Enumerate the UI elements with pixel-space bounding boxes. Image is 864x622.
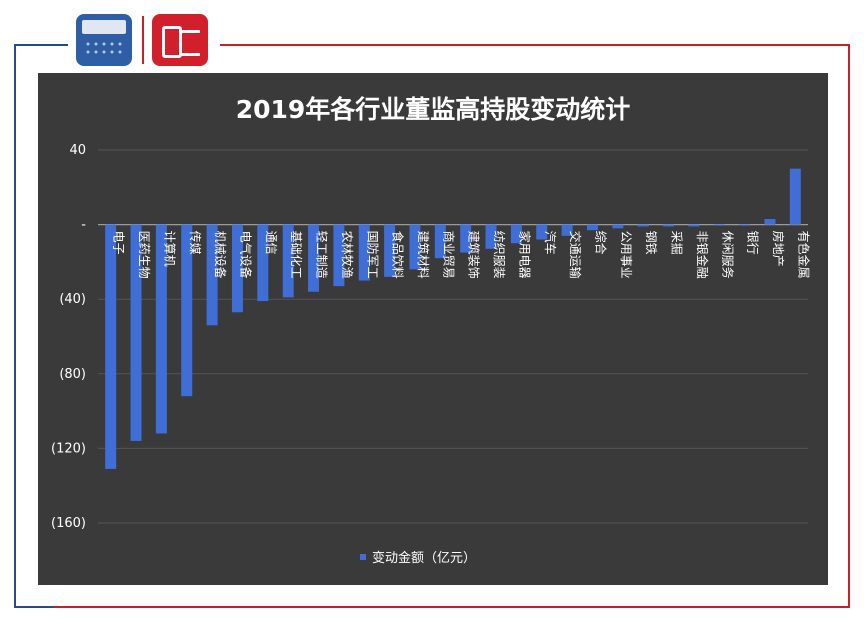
frame-bottom-right-line	[54, 606, 850, 608]
bar	[206, 224, 218, 326]
bar	[105, 224, 117, 469]
x-category-label: 医药生物	[137, 231, 151, 279]
bar	[561, 224, 573, 236]
x-category-label: 有色金属	[796, 231, 811, 279]
bar	[358, 224, 370, 281]
x-category-label: 采掘	[670, 231, 685, 255]
x-category-label: 公用事业	[619, 231, 633, 279]
frame-top-left-line	[14, 44, 68, 46]
x-category-label: 食品饮料	[391, 231, 406, 279]
x-category-label: 通信	[264, 231, 278, 255]
frame-left-line	[14, 44, 16, 608]
bar	[460, 224, 472, 253]
logo-separator	[142, 16, 144, 64]
bar	[384, 224, 396, 277]
bar	[536, 224, 548, 240]
bar	[612, 224, 624, 229]
x-category-label: 综合	[593, 231, 608, 255]
gridlines	[98, 149, 808, 524]
y-tick-label: 40	[69, 143, 86, 158]
x-category-label: 建筑材料	[416, 231, 431, 279]
legend-label: 变动金额（亿元）	[372, 550, 476, 566]
legend-swatch	[360, 554, 366, 560]
x-category-label: 房地产	[771, 231, 786, 267]
chart-background	[38, 73, 828, 585]
x-category-label: 纺织服装	[492, 231, 506, 279]
bar	[257, 224, 269, 302]
x-category-label: 交通运输	[568, 231, 583, 279]
y-tick-label: -	[81, 218, 86, 233]
bar	[181, 224, 193, 397]
frame-bottom-left-line	[14, 606, 54, 608]
legend: 变动金额（亿元）	[360, 550, 476, 566]
x-category-label: 商业贸易	[441, 231, 456, 279]
bars	[105, 168, 801, 469]
x-category-label: 电气设备	[238, 231, 253, 279]
x-category-label: 家用电器	[517, 231, 532, 279]
x-category-label: 休闲服务	[720, 231, 735, 279]
finance-app-logo	[152, 14, 208, 66]
bar	[155, 224, 167, 434]
logo-script-mark	[82, 20, 126, 34]
bar	[485, 224, 497, 249]
x-axis-categories: 电子 医药生物 计算机 传媒 机械设备 电气设备 通信 基础化工 轻工制造 农林牧渔 国防军工 食品饮…	[112, 231, 812, 279]
bar	[434, 224, 446, 259]
bar	[409, 224, 421, 270]
bar	[637, 224, 649, 227]
x-category-label: 电子	[112, 231, 126, 255]
x-category-label: 轻工制造	[315, 231, 329, 279]
y-tick-label: (40)	[59, 292, 86, 307]
bar	[739, 224, 751, 226]
bar	[510, 224, 522, 244]
bar	[282, 224, 294, 298]
bar	[231, 224, 243, 313]
x-category-label: 传媒	[188, 231, 203, 255]
bar	[333, 224, 345, 287]
bar	[713, 224, 725, 226]
bar	[764, 219, 776, 225]
chart-title: 2019年各行业董监高持股变动统计	[236, 95, 631, 124]
y-axis: 40 - (40) (80) (120) (160)	[51, 143, 86, 531]
x-category-label: 银行	[746, 231, 760, 255]
bar	[130, 224, 142, 441]
bar	[688, 224, 700, 227]
y-tick-label: (120)	[51, 441, 86, 456]
bar	[663, 224, 675, 227]
x-category-label: 汽车	[543, 231, 558, 255]
logo-dots-pattern	[84, 40, 124, 58]
bar-chart: 2019年各行业董监高持股变动统计 40-(40)(80)(120)(160) …	[51, 95, 812, 566]
frame-right-line	[848, 44, 850, 608]
y-tick-label: (160)	[51, 516, 86, 531]
logo-glyph-lines	[182, 30, 200, 56]
x-category-label: 机械设备	[213, 231, 228, 279]
x-category-label: 建筑装饰	[467, 231, 482, 279]
x-category-label: 国防军工	[365, 231, 380, 279]
bar	[586, 224, 598, 231]
bar	[308, 224, 320, 292]
x-category-label: 农林牧渔	[340, 231, 354, 279]
x-category-label: 非银金融	[695, 231, 710, 279]
y-tick-label: (80)	[59, 367, 86, 382]
xinhua-finance-logo	[76, 14, 132, 66]
x-category-label: 计算机	[162, 231, 177, 267]
x-category-label: 基础化工	[289, 231, 303, 279]
logo-glyph-frame	[162, 26, 182, 58]
bar	[789, 168, 801, 225]
frame-top-right-line	[220, 44, 850, 46]
x-category-label: 钢铁	[644, 231, 658, 255]
